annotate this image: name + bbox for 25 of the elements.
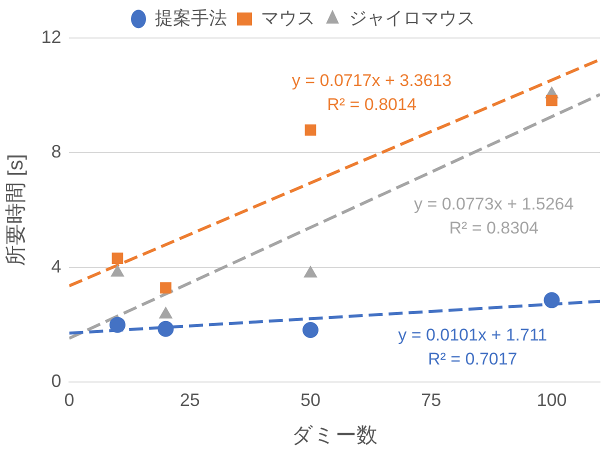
legend-label: ジャイロマウス — [349, 8, 475, 28]
x-tick-label: 25 — [180, 390, 200, 410]
legend-label: マウス — [261, 8, 315, 28]
point — [302, 322, 318, 338]
y-axis-title: 所要時間 [s] — [4, 154, 28, 266]
annotation: y = 0.0101x + 1.711 R² = 0.7017 — [398, 325, 548, 368]
x-tick-label: 100 — [536, 390, 567, 410]
y-tick-label: 8 — [51, 142, 62, 162]
x-axis-title: ダミー数 — [292, 424, 378, 448]
point — [546, 94, 558, 106]
annotation: y = 0.0773x + 1.5264 R² = 0.8304 — [414, 194, 574, 238]
y-tick-label: 0 — [51, 371, 62, 392]
x-tick-label: 50 — [300, 390, 320, 410]
x-tick-label: 75 — [421, 390, 442, 410]
x-tick-label: 0 — [64, 390, 74, 410]
point — [304, 124, 316, 136]
legend-label: 提案手法 — [155, 8, 227, 28]
y-tick-label: 12 — [41, 26, 62, 47]
point — [544, 292, 560, 308]
point — [160, 282, 172, 294]
point — [112, 252, 124, 264]
point — [109, 316, 126, 333]
annotation: y = 0.0717x + 3.3613 R² = 0.8014 — [292, 70, 452, 114]
y-tick-label: 4 — [51, 256, 62, 276]
point — [158, 320, 174, 337]
